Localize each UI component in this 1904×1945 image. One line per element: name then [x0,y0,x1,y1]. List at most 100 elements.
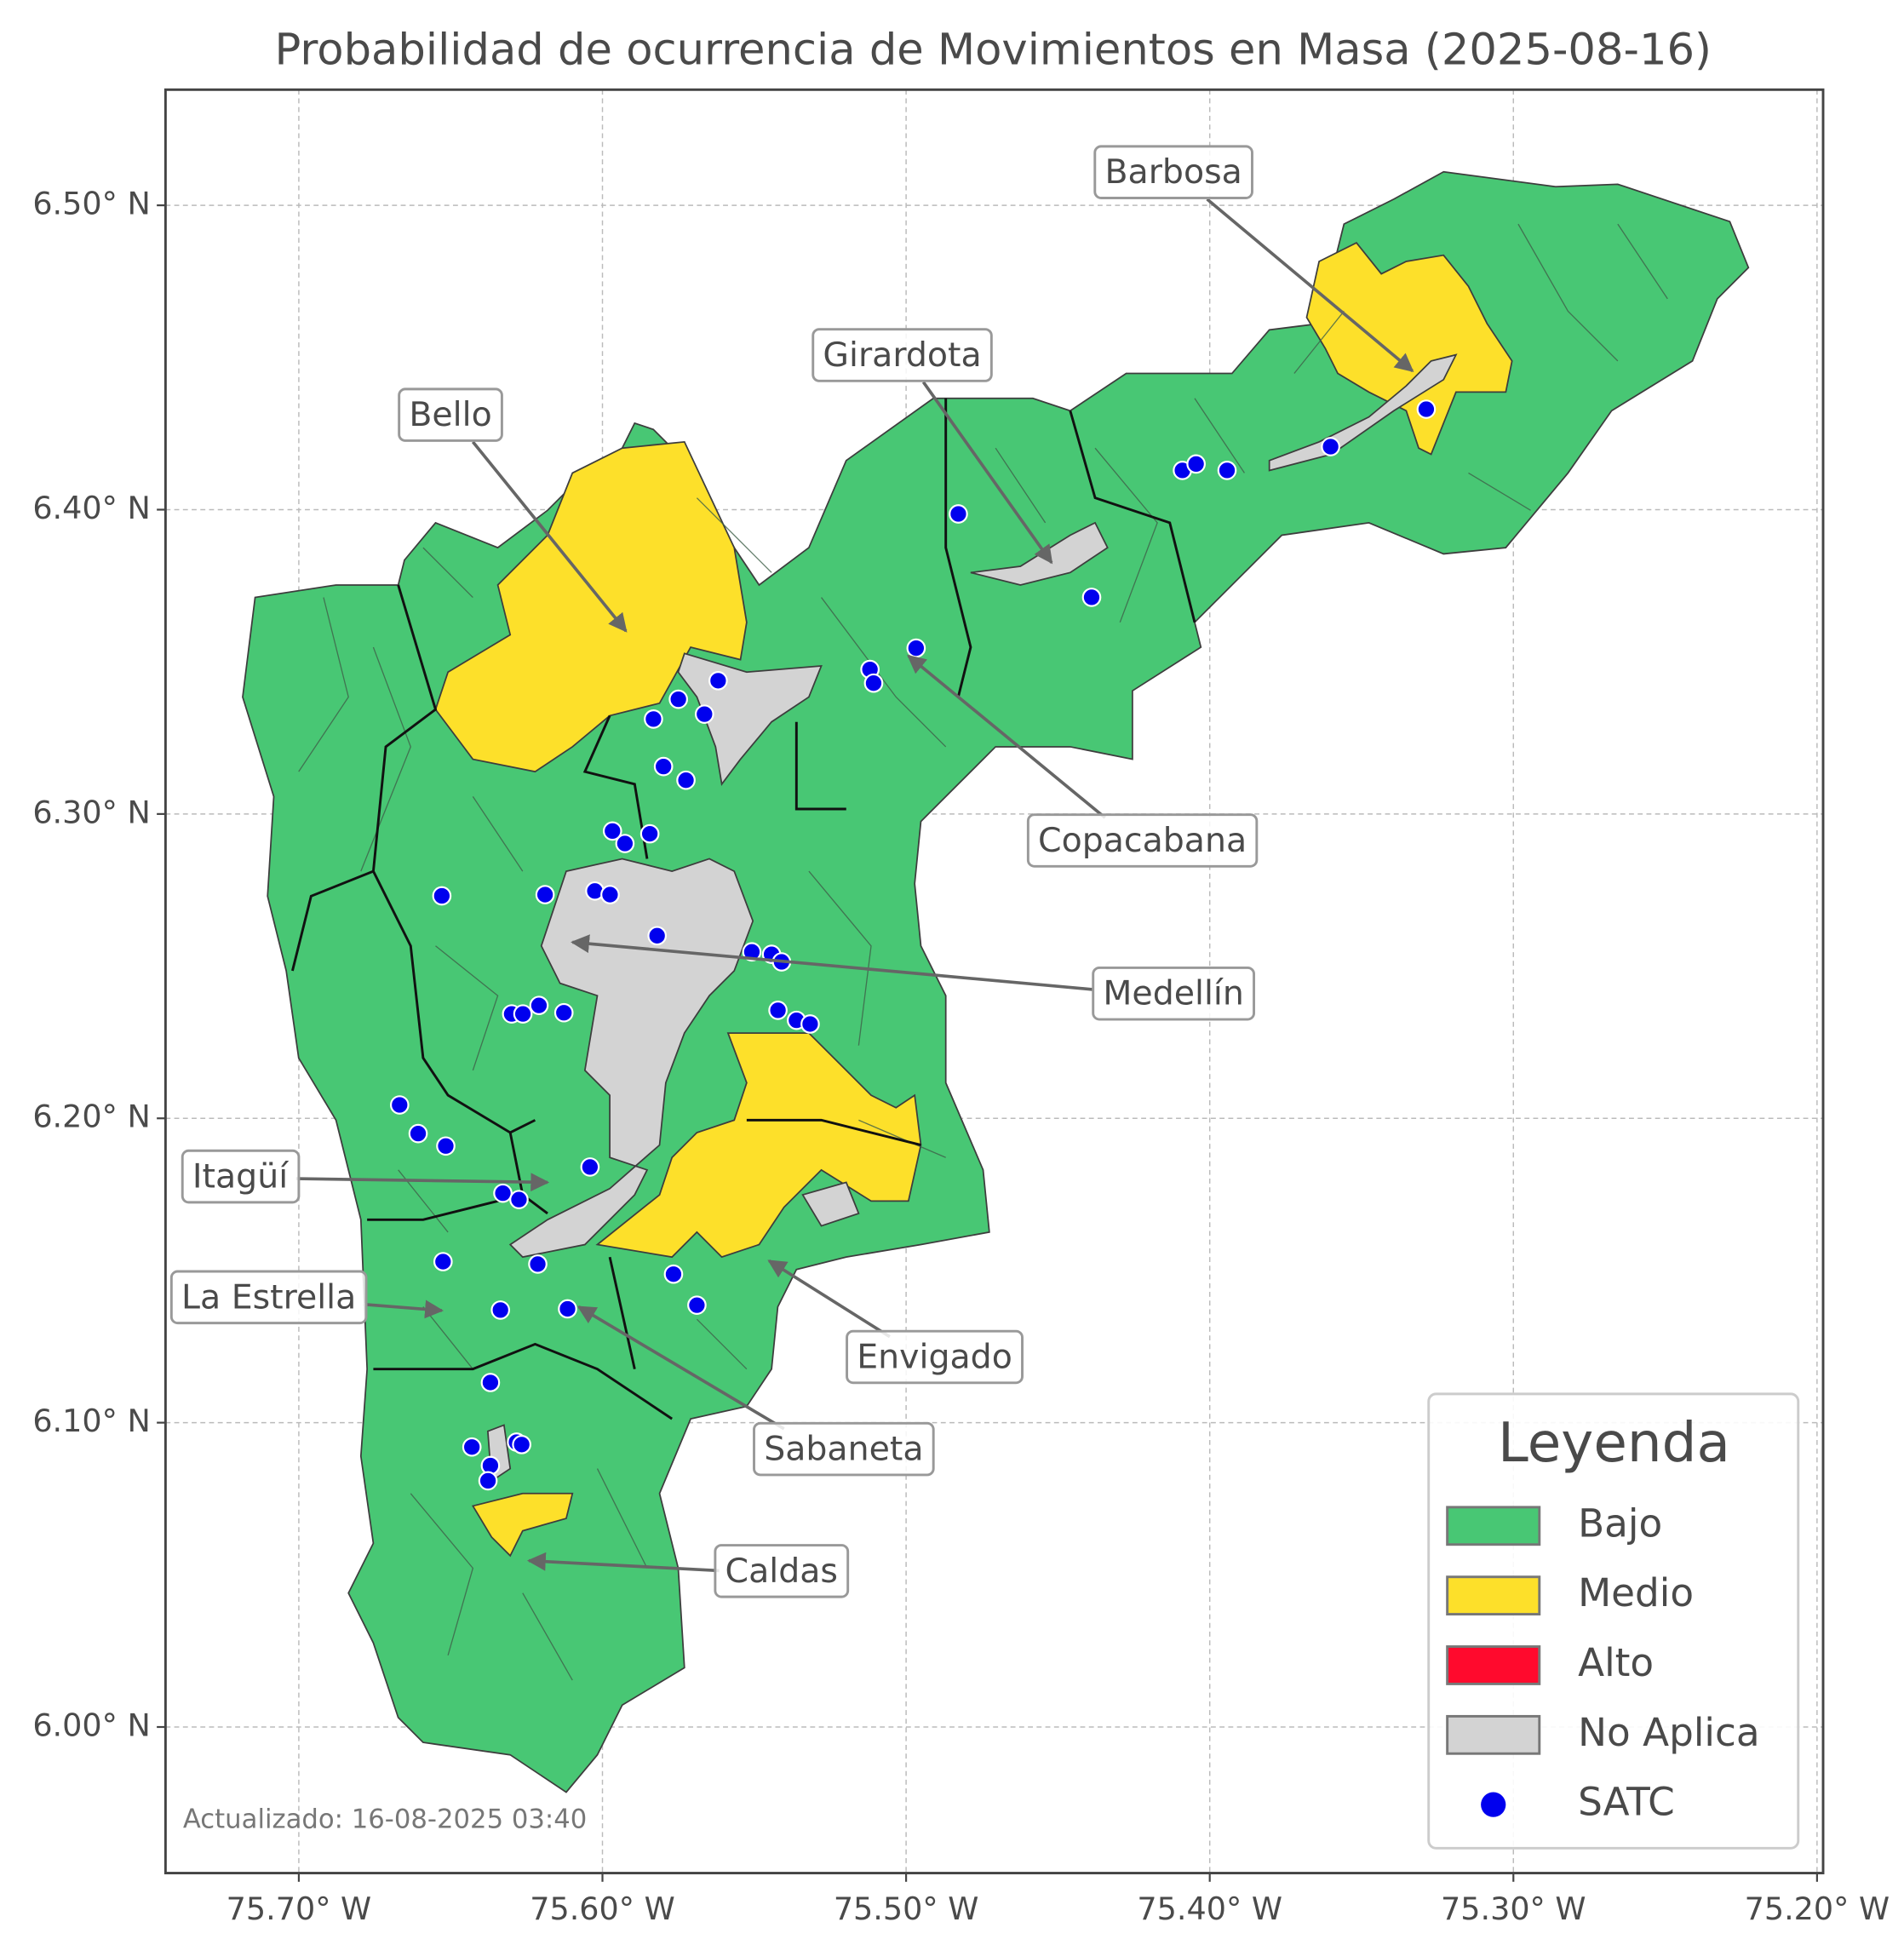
region-medio [434,440,748,773]
satc-point [553,1002,574,1023]
x-tick-label: 75.40° W [1137,1890,1282,1927]
city-label: Sabaneta [764,1430,923,1469]
satc-point [663,1264,684,1284]
label-box [169,1270,368,1325]
y-tick-label: 6.50° N [32,186,150,222]
annotation-arrow [576,1305,785,1431]
satc-point [676,770,696,790]
annotation-arrow [571,934,1093,991]
city-label: Barbosa [1104,152,1242,192]
satc-point [1186,454,1206,474]
legend-swatch [1446,1575,1541,1616]
region-medio [1305,241,1513,456]
legend-marker [1481,1792,1506,1817]
satc-point [493,1183,513,1203]
legend-label: Medio [1578,1570,1694,1615]
satc-point [639,823,660,844]
annotation-arrow [907,654,1106,819]
annotation-arrow [921,381,1053,565]
x-tick-label: 75.20° W [1745,1890,1890,1927]
satc-point [528,1254,548,1274]
satc-point [653,756,674,777]
label-box [753,1421,935,1477]
satc-point [389,1095,410,1115]
x-tick-label: 75.60° W [530,1890,675,1927]
y-tick-label: 6.10° N [32,1403,150,1439]
y-tick-label: 6.20° N [32,1099,150,1135]
map-area [242,170,1750,1793]
satc-point [602,821,622,841]
legend-label: No Aplica [1578,1710,1760,1755]
satc-point [906,638,926,658]
satc-point [480,1373,501,1392]
satc-point [800,1014,820,1034]
y-tick-label: 6.00° N [32,1707,150,1744]
annotation-arrow [767,1259,891,1339]
label-box [398,387,503,442]
satc-point [863,673,884,693]
label-box [811,328,993,382]
satc-point [558,1299,577,1319]
vereda-boundaries [298,223,1668,1681]
city-label: Itagüí [192,1157,289,1196]
legend-label: SATC [1578,1780,1675,1825]
satc-point [490,1300,511,1320]
label-box [714,1544,850,1598]
legend-swatch [1446,1506,1541,1546]
x-tick-label: 75.30° W [1441,1890,1586,1927]
updated-note: Actualizado: 16-08-2025 03:40 [183,1805,587,1835]
city-label: Envigado [857,1337,1012,1376]
satc-point [408,1123,428,1144]
city-label: La Estrella [181,1277,356,1317]
region-no-aplica [508,858,754,1259]
annotations: Barbosa Girardota Bello Copacabana Medel… [169,145,1414,1598]
x-tick-label: 75.70° W [227,1890,372,1927]
legend-swatch [1446,1645,1541,1685]
satc-point [742,942,762,962]
label-box [1092,966,1256,1021]
city-label: Copacabana [1038,821,1247,860]
map-title: Probabilidad de ocurrencia de Movimiento… [274,25,1712,75]
satc-point [509,1190,529,1209]
region-medio [471,1492,574,1558]
satc-point [1321,437,1340,456]
region-no-aplica [970,521,1109,586]
satc-point [436,1136,456,1156]
label-box [181,1149,301,1204]
satc-point [529,995,549,1015]
satc-point [768,1001,788,1020]
city-label: Bello [409,395,491,434]
region-no-aplica [801,1181,860,1227]
legend-title: Leyenda [1498,1411,1730,1475]
satc-point [708,671,728,691]
satc-point [615,834,635,853]
satc-point [432,886,452,906]
satc-point [513,1004,533,1024]
satc-point [1416,399,1437,419]
city-label: Medellín [1103,974,1243,1013]
satc-point [668,689,688,709]
annotation-arrow [295,1173,550,1192]
annotation-arrow [363,1300,444,1319]
city-label: Caldas [725,1552,838,1591]
label-box [1093,145,1253,199]
satc-point [1081,588,1102,607]
satc-point [647,926,668,946]
x-tick-label: 75.50° W [834,1890,979,1927]
annotation-arrow [471,440,628,633]
satc-point [1217,461,1237,480]
satc-point [433,1252,453,1271]
legend-swatch [1446,1714,1541,1755]
label-box [1026,813,1259,868]
annotation-arrow [526,1552,720,1573]
satc-point [687,1295,707,1315]
city-label: Girardota [823,336,981,375]
ticks: 75.70° W 75.60° W 75.50° W 75.40° W 75.30° W… [32,186,1890,1927]
satc-point [949,504,968,524]
y-tick-label: 6.40° N [32,490,150,526]
region-no-aplica [1268,353,1458,472]
satc-point [478,1471,498,1491]
legend-label: Bajo [1578,1500,1662,1546]
